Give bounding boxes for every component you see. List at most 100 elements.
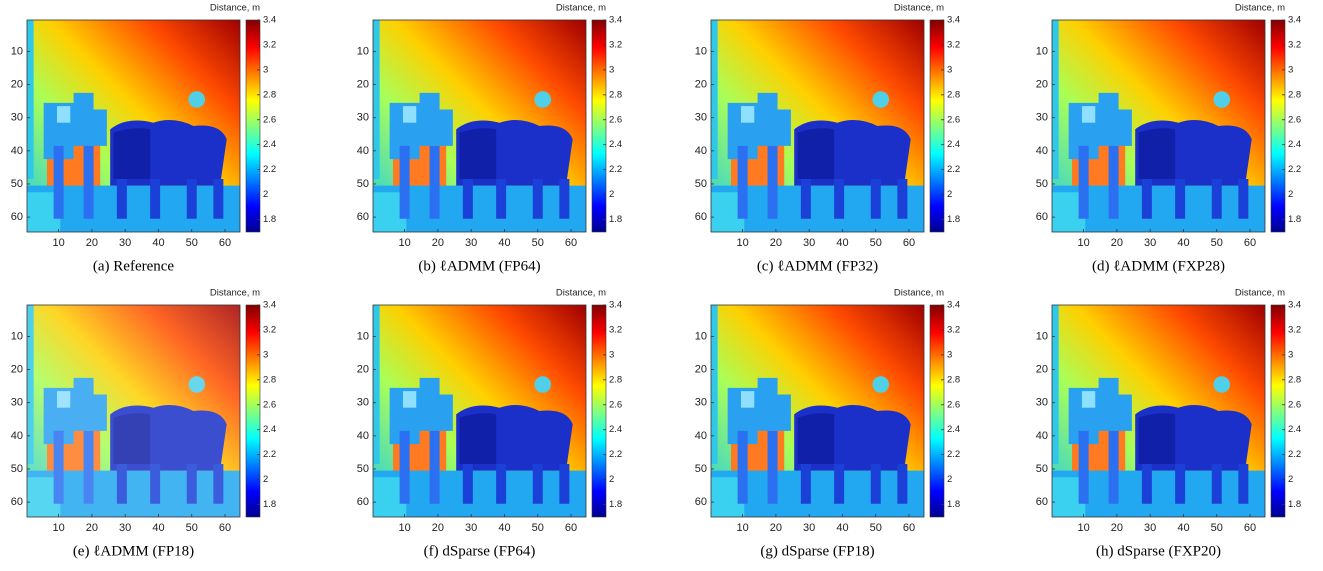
depth-map bbox=[27, 305, 240, 517]
y-tick-label: 50 bbox=[357, 463, 369, 475]
colorbar-tick-label: 2.6 bbox=[263, 399, 276, 410]
y-tick-label: 50 bbox=[11, 463, 23, 475]
panel: 10 20 30 40 50 60 10 20 30 40 50 60 1.8 2 2.2 2.4 2.6 2.8… bbox=[357, 3, 622, 275]
y-tick-label: 40 bbox=[1036, 145, 1048, 157]
colorbar-tick-label: 2.2 bbox=[947, 449, 960, 460]
x-tick-label: 40 bbox=[152, 237, 164, 249]
colorbar bbox=[929, 19, 945, 233]
colorbar-tick-label: 2 bbox=[263, 474, 268, 485]
x-tick-label: 30 bbox=[803, 237, 815, 249]
colorbar-tick-label: 2.8 bbox=[1288, 374, 1301, 385]
y-tick-label: 30 bbox=[1036, 397, 1048, 409]
x-tick-label: 40 bbox=[152, 522, 164, 534]
colorbar-label: Distance, m bbox=[556, 3, 606, 14]
caption: (a) Reference bbox=[93, 258, 175, 274]
y-tick-label: 30 bbox=[695, 397, 707, 409]
y-tick-label: 10 bbox=[1036, 330, 1048, 342]
colorbar-label: Distance, m bbox=[1235, 288, 1285, 299]
colorbar-tick-label: 2.6 bbox=[1288, 399, 1301, 410]
y-tick-label: 60 bbox=[11, 496, 23, 508]
y-tick-label: 40 bbox=[11, 430, 23, 442]
x-tick-label: 60 bbox=[565, 237, 577, 249]
y-tick-label: 40 bbox=[695, 145, 707, 157]
colorbar-label: Distance, m bbox=[1235, 3, 1285, 14]
y-tick-label: 20 bbox=[357, 364, 369, 376]
caption: (e) ℓADMM (FP18) bbox=[73, 543, 194, 559]
colorbar-tick-label: 3 bbox=[609, 349, 614, 360]
colorbar bbox=[591, 304, 607, 518]
colorbar-tick-label: 2.8 bbox=[947, 89, 960, 100]
colorbar-tick-label: 2.6 bbox=[947, 114, 960, 125]
x-tick-label: 10 bbox=[1077, 522, 1089, 534]
x-tick-label: 10 bbox=[398, 522, 410, 534]
x-tick-label: 60 bbox=[1244, 522, 1256, 534]
colorbar-tick-label: 1.8 bbox=[609, 499, 622, 510]
colorbar-tick-label: 3.4 bbox=[263, 15, 276, 26]
colorbar-tick-label: 2.4 bbox=[1288, 139, 1301, 150]
x-tick-label: 20 bbox=[770, 237, 782, 249]
y-tick-label: 50 bbox=[1036, 463, 1048, 475]
colorbar-tick-label: 2.6 bbox=[609, 399, 622, 410]
x-tick-label: 20 bbox=[1111, 237, 1123, 249]
colorbar bbox=[1270, 19, 1286, 233]
caption: (g) dSparse (FP18) bbox=[760, 543, 874, 559]
colorbar-tick-label: 3 bbox=[947, 64, 952, 75]
colorbar-tick-label: 3 bbox=[947, 349, 952, 360]
x-tick-label: 60 bbox=[219, 522, 231, 534]
depth-map bbox=[373, 20, 586, 232]
x-tick-label: 40 bbox=[1177, 522, 1189, 534]
y-tick-label: 50 bbox=[1036, 178, 1048, 190]
plot-frame bbox=[710, 19, 925, 233]
colorbar-tick-label: 2 bbox=[1288, 189, 1293, 200]
y-tick-label: 60 bbox=[11, 211, 23, 223]
colorbar-tick-label: 3.2 bbox=[263, 324, 276, 335]
colorbar-tick-label: 2.4 bbox=[263, 424, 276, 435]
x-tick-label: 50 bbox=[186, 522, 198, 534]
y-tick-label: 40 bbox=[357, 145, 369, 157]
colorbar-tick-label: 2.2 bbox=[947, 164, 960, 175]
colorbar-tick-label: 3 bbox=[1288, 64, 1293, 75]
x-tick-label: 10 bbox=[736, 522, 748, 534]
y-tick-label: 60 bbox=[357, 211, 369, 223]
x-tick-label: 60 bbox=[219, 237, 231, 249]
x-tick-label: 50 bbox=[532, 522, 544, 534]
depth-map bbox=[711, 20, 924, 232]
y-tick-label: 20 bbox=[695, 364, 707, 376]
colorbar-label: Distance, m bbox=[210, 3, 260, 14]
depth-map bbox=[27, 20, 240, 232]
caption: (f) dSparse (FP64) bbox=[424, 543, 536, 559]
x-tick-label: 40 bbox=[836, 237, 848, 249]
colorbar-tick-label: 2 bbox=[263, 189, 268, 200]
y-tick-label: 40 bbox=[357, 430, 369, 442]
y-tick-label: 20 bbox=[357, 79, 369, 91]
colorbar-tick-label: 3.4 bbox=[1288, 15, 1301, 26]
y-tick-label: 60 bbox=[695, 496, 707, 508]
plot-frame bbox=[26, 304, 241, 518]
panel: 10 20 30 40 50 60 10 20 30 40 50 60 1.8 2 2.2 2.4 2.6 2.8… bbox=[357, 288, 622, 560]
y-tick-label: 20 bbox=[1036, 79, 1048, 91]
y-tick-label: 20 bbox=[11, 364, 23, 376]
x-tick-label: 30 bbox=[1144, 522, 1156, 534]
y-tick-label: 60 bbox=[1036, 496, 1048, 508]
colorbar-tick-label: 3.2 bbox=[947, 39, 960, 50]
colorbar bbox=[591, 19, 607, 233]
x-tick-label: 50 bbox=[1211, 237, 1223, 249]
x-tick-label: 20 bbox=[770, 522, 782, 534]
x-tick-label: 10 bbox=[52, 522, 64, 534]
x-tick-label: 40 bbox=[836, 522, 848, 534]
x-tick-label: 20 bbox=[432, 522, 444, 534]
colorbar-tick-label: 1.8 bbox=[947, 499, 960, 510]
x-tick-label: 50 bbox=[870, 522, 882, 534]
x-tick-label: 30 bbox=[803, 522, 815, 534]
y-tick-label: 10 bbox=[695, 45, 707, 57]
colorbar-tick-label: 3 bbox=[263, 64, 268, 75]
y-tick-label: 40 bbox=[695, 430, 707, 442]
caption: (d) ℓADMM (FXP28) bbox=[1092, 258, 1225, 274]
x-tick-label: 40 bbox=[1177, 237, 1189, 249]
x-tick-label: 60 bbox=[1244, 237, 1256, 249]
colorbar-tick-label: 2.8 bbox=[1288, 89, 1301, 100]
y-tick-label: 50 bbox=[11, 178, 23, 190]
colorbar-tick-label: 2.4 bbox=[609, 424, 622, 435]
caption: (h) dSparse (FXP20) bbox=[1096, 543, 1221, 559]
colorbar-tick-label: 3.4 bbox=[609, 15, 622, 26]
